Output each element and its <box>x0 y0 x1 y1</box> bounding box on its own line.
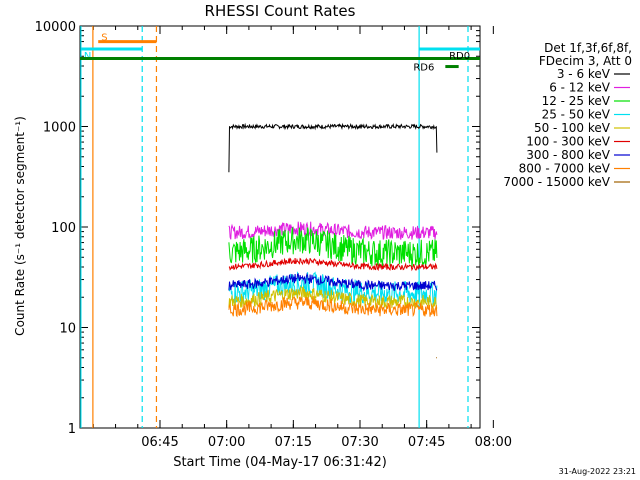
legend-entry-label: 25 - 50 keV <box>542 108 611 122</box>
band-label: N <box>84 51 91 62</box>
legend-entry-label: 12 - 25 keV <box>542 94 611 108</box>
series-line <box>228 272 438 292</box>
y-tick-label: 100 <box>51 221 76 236</box>
series-line <box>228 221 438 240</box>
legend-entry-label: 300 - 800 keV <box>526 148 610 162</box>
series-line <box>228 257 438 272</box>
legend-header: FDecim 3, Att 0 <box>539 54 632 68</box>
legend-entry-label: 3 - 6 keV <box>557 67 611 81</box>
x-tick-label: 07:30 <box>341 435 378 450</box>
y-tick-label: 1 <box>68 422 76 437</box>
series-line <box>228 227 438 267</box>
legend-entry-label: 800 - 7000 keV <box>519 162 611 176</box>
legend-entry-label: 6 - 12 keV <box>549 81 611 95</box>
legend-entry-label: 50 - 100 keV <box>534 121 611 135</box>
legend: Det 1f,3f,6f,8f,FDecim 3, Att 03 - 6 keV… <box>503 41 632 189</box>
footer-timestamp: 31-Aug-2022 23:21 <box>559 467 636 476</box>
x-tick-label: 06:45 <box>141 435 178 450</box>
legend-entry-label: 100 - 300 keV <box>526 135 610 149</box>
series-line <box>228 295 438 318</box>
legend-entry-label: 7000 - 15000 keV <box>503 175 610 189</box>
plot-area: 1 10 100 1000 10000 06:45 07:00 07:15 07:30 07:45… <box>35 20 512 450</box>
series-line <box>228 285 438 311</box>
x-tick-label: 07:45 <box>408 435 445 450</box>
y-tick-label: 10000 <box>35 20 76 35</box>
legend-header: Det 1f,3f,6f,8f, <box>544 41 632 55</box>
y-axis-label: Count Rate (s⁻¹ detector segment⁻¹) <box>13 116 27 336</box>
band-label: RD6 <box>413 63 434 74</box>
series-line <box>228 122 438 173</box>
band-label: RD0 <box>449 51 470 62</box>
x-tick-label: 07:00 <box>208 435 245 450</box>
x-tick-label: 08:00 <box>475 435 512 450</box>
chart-title: RHESSI Count Rates <box>205 2 356 20</box>
band-label: S <box>101 33 107 44</box>
y-tick-label: 1000 <box>43 121 76 136</box>
y-tick-label: 10 <box>59 322 76 337</box>
x-axis-label: Start Time (04-May-17 06:31:42) <box>173 455 387 470</box>
x-tick-label: 07:15 <box>275 435 312 450</box>
